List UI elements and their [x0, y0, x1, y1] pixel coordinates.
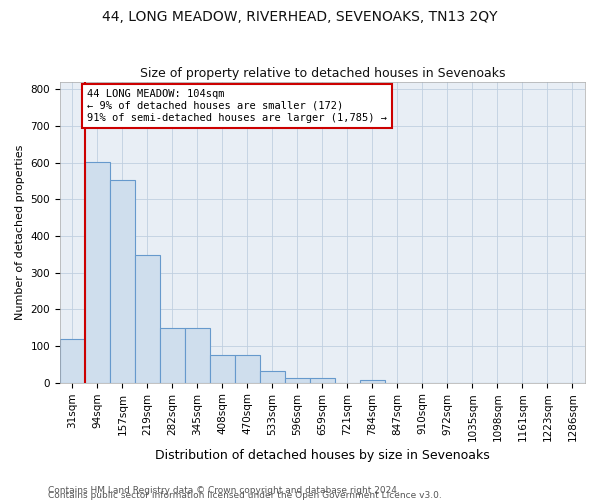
Bar — [285, 378, 310, 382]
Text: Contains public sector information licensed under the Open Government Licence v3: Contains public sector information licen… — [48, 491, 442, 500]
Text: 44, LONG MEADOW, RIVERHEAD, SEVENOAKS, TN13 2QY: 44, LONG MEADOW, RIVERHEAD, SEVENOAKS, T… — [102, 10, 498, 24]
Bar — [210, 355, 235, 382]
Bar — [85, 162, 110, 382]
Bar — [235, 355, 260, 382]
Bar — [360, 380, 385, 382]
Bar — [110, 180, 135, 382]
Bar — [160, 328, 185, 382]
Bar — [260, 371, 285, 382]
Bar — [135, 255, 160, 382]
Bar — [60, 338, 85, 382]
Text: Contains HM Land Registry data © Crown copyright and database right 2024.: Contains HM Land Registry data © Crown c… — [48, 486, 400, 495]
Bar — [185, 328, 210, 382]
Text: 44 LONG MEADOW: 104sqm
← 9% of detached houses are smaller (172)
91% of semi-det: 44 LONG MEADOW: 104sqm ← 9% of detached … — [87, 90, 387, 122]
Bar — [310, 378, 335, 382]
Title: Size of property relative to detached houses in Sevenoaks: Size of property relative to detached ho… — [140, 66, 505, 80]
X-axis label: Distribution of detached houses by size in Sevenoaks: Distribution of detached houses by size … — [155, 450, 490, 462]
Y-axis label: Number of detached properties: Number of detached properties — [15, 144, 25, 320]
